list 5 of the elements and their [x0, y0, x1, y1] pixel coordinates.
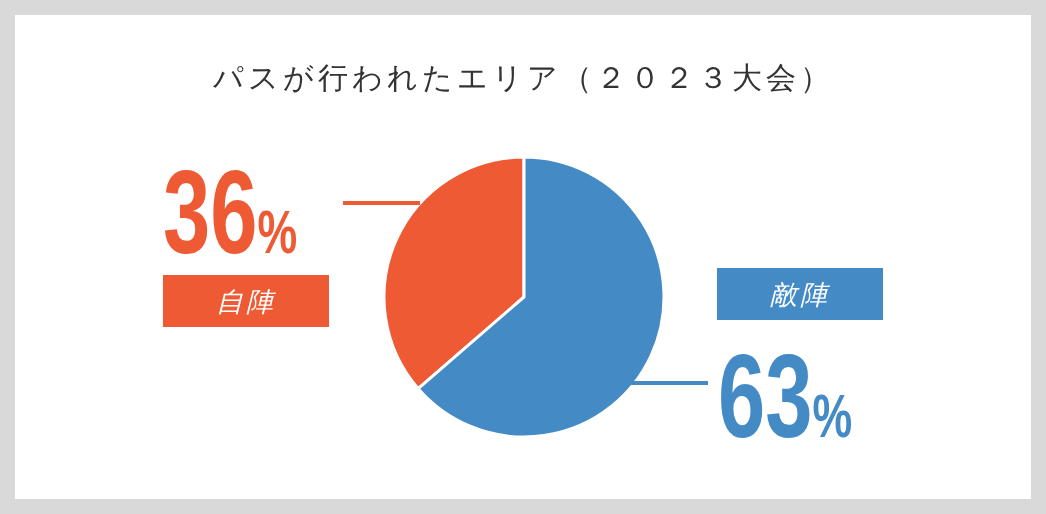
- slice-label: 自陣: [216, 286, 276, 317]
- data-label: 63%: [718, 330, 853, 463]
- slice-label: 敵陣: [770, 279, 830, 310]
- data-label: 36%: [163, 146, 298, 279]
- chart-title: パスが行われたエリア（２０２３大会）: [211, 60, 834, 95]
